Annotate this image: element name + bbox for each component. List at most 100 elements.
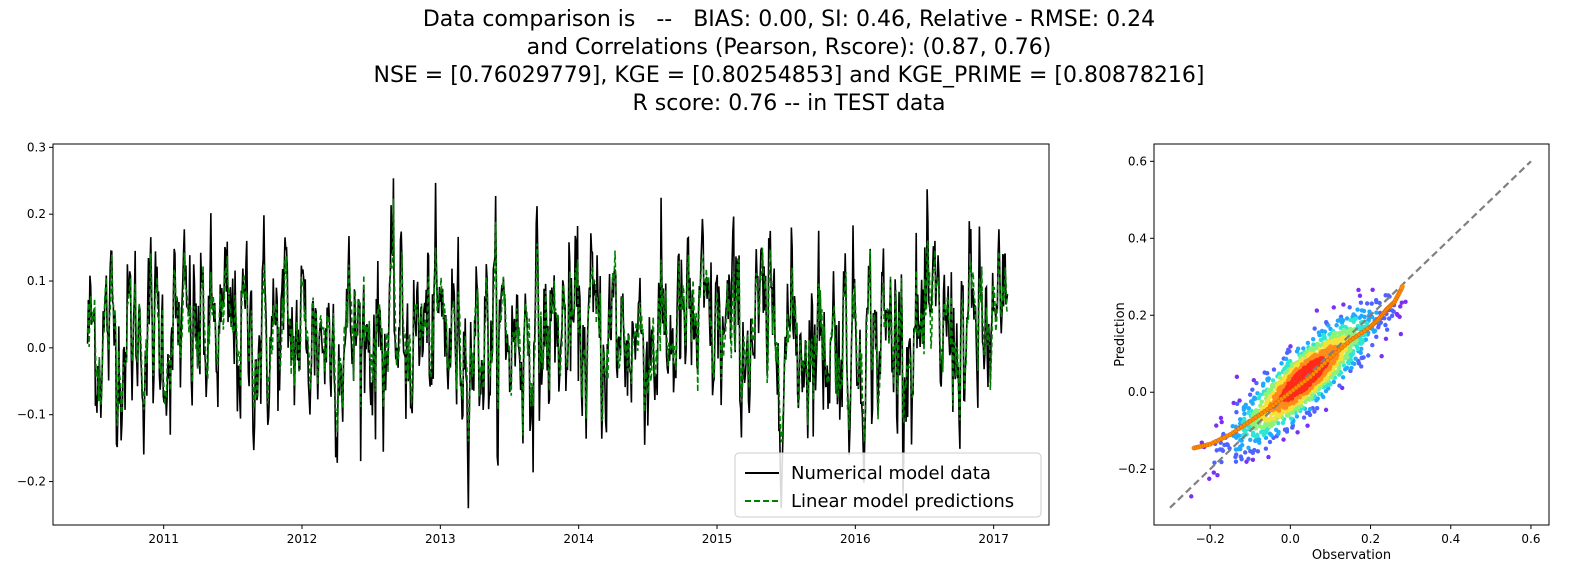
quantile-point bbox=[1322, 360, 1328, 366]
scatter-point bbox=[1305, 423, 1310, 428]
scatter-point bbox=[1305, 340, 1311, 346]
scatter-point bbox=[1337, 383, 1342, 388]
scatter-point bbox=[1265, 378, 1271, 383]
quantile-point bbox=[1319, 363, 1325, 369]
scatter-point bbox=[1250, 430, 1256, 436]
scatter-point bbox=[1254, 432, 1260, 437]
scatter-point bbox=[1347, 305, 1352, 310]
scatter-point bbox=[1239, 438, 1244, 443]
scatter-point bbox=[1236, 433, 1242, 438]
scatter-point bbox=[1212, 460, 1217, 465]
scatter-point bbox=[1271, 411, 1276, 416]
scatter-point bbox=[1282, 427, 1288, 432]
scatter-point bbox=[1374, 310, 1379, 315]
scatter-point bbox=[1357, 293, 1363, 298]
scatter-point bbox=[1207, 476, 1212, 481]
scatter-point bbox=[1272, 416, 1277, 421]
title-line-3: NSE = [0.76029779], KGE = [0.80254853] a… bbox=[373, 63, 1205, 88]
quantile-point bbox=[1310, 371, 1316, 377]
ts-ytick-label: −0.2 bbox=[17, 475, 46, 489]
scatter-point bbox=[1333, 331, 1339, 336]
scatter-point bbox=[1258, 392, 1263, 397]
scatter-point bbox=[1268, 415, 1273, 421]
quantile-point bbox=[1308, 374, 1313, 380]
scatter-point bbox=[1271, 367, 1277, 372]
scatter-point bbox=[1279, 361, 1284, 366]
quantile-point bbox=[1325, 357, 1330, 363]
scatter-point bbox=[1390, 308, 1395, 313]
ts-axes-frame bbox=[52, 143, 1050, 526]
sc-axes-frame bbox=[1153, 143, 1550, 526]
legend-box bbox=[734, 452, 1042, 518]
scatter-point bbox=[1283, 356, 1289, 362]
quantile-point bbox=[1400, 284, 1405, 289]
y-axis-label: Prediction bbox=[1113, 302, 1128, 367]
scatter-point bbox=[1311, 348, 1316, 353]
scatter-point bbox=[1315, 396, 1320, 401]
scatter-point bbox=[1403, 299, 1408, 304]
scatter-point bbox=[1280, 420, 1286, 426]
ts-ytick-label: 0.1 bbox=[27, 274, 46, 288]
ts-ytick-label: 0.2 bbox=[27, 207, 46, 221]
ts-xtick-label: 2014 bbox=[563, 532, 594, 546]
scatter-point bbox=[1294, 414, 1300, 419]
scatter-point bbox=[1374, 334, 1379, 340]
scatter-point bbox=[1355, 307, 1360, 312]
scatter-point bbox=[1220, 448, 1226, 453]
scatter-point bbox=[1250, 387, 1255, 392]
scatter-point bbox=[1227, 446, 1232, 451]
scatter-point bbox=[1349, 365, 1354, 371]
scatter-point bbox=[1370, 342, 1375, 348]
scatter-point bbox=[1238, 454, 1244, 459]
scatter-point bbox=[1356, 287, 1361, 293]
scatter-point bbox=[1214, 448, 1219, 453]
scatter-point bbox=[1237, 398, 1242, 403]
scatter-point bbox=[1246, 456, 1251, 462]
scatter-point bbox=[1312, 409, 1317, 414]
quantile-point bbox=[1313, 368, 1319, 374]
scatter-point bbox=[1314, 405, 1320, 411]
scatter-point bbox=[1267, 431, 1273, 436]
scatter-point bbox=[1335, 318, 1341, 323]
x-axis-label: Observation bbox=[1312, 548, 1391, 563]
scatter-point bbox=[1219, 419, 1224, 425]
scatter-point bbox=[1331, 305, 1336, 310]
legend-label: Numerical model data bbox=[791, 463, 991, 484]
ts-ytick-label: 0.3 bbox=[27, 140, 46, 154]
scatter-point bbox=[1234, 401, 1240, 407]
scatter-point bbox=[1259, 399, 1265, 404]
scatter-point bbox=[1248, 448, 1253, 454]
sc-ytick-label: −0.2 bbox=[1118, 462, 1147, 476]
scatter-point bbox=[1268, 394, 1273, 400]
scatter-point bbox=[1326, 323, 1331, 328]
scatter-point bbox=[1250, 457, 1256, 462]
scatter-point bbox=[1383, 293, 1388, 298]
scatter-point bbox=[1242, 411, 1247, 416]
scatter-point bbox=[1189, 494, 1194, 499]
scatter-point bbox=[1398, 331, 1404, 337]
scatter-point bbox=[1364, 301, 1370, 306]
scatter-point bbox=[1231, 400, 1236, 406]
scatter-point bbox=[1322, 336, 1327, 341]
scatter-point bbox=[1288, 344, 1293, 349]
scatter-point bbox=[1358, 300, 1364, 305]
chart-title: Data comparison is -- BIAS: 0.00, SI: 0.… bbox=[0, 6, 1578, 118]
quantile-point bbox=[1316, 366, 1322, 371]
sc-xtick-label: 0.6 bbox=[1521, 532, 1540, 546]
scatter-panel: −0.2 0.0 0.2 0.4 0.6 −0.2 0.0 0.2 0.4 0.6 Observat… bbox=[1113, 143, 1550, 563]
sc-xtick-label: −0.2 bbox=[1196, 532, 1225, 546]
scatter-point bbox=[1357, 315, 1362, 320]
scatter-point bbox=[1341, 302, 1346, 307]
scatter-point bbox=[1250, 401, 1255, 406]
scatter-point bbox=[1312, 326, 1317, 331]
scatter-point bbox=[1389, 313, 1395, 319]
scatter-point bbox=[1351, 319, 1356, 324]
scatter-point bbox=[1342, 367, 1348, 372]
sc-xtick-label: 0.2 bbox=[1361, 532, 1380, 546]
scatter-point bbox=[1384, 327, 1390, 332]
scatter-point bbox=[1394, 311, 1400, 317]
scatter-point bbox=[1323, 407, 1329, 413]
scatter-point bbox=[1311, 336, 1316, 342]
scatter-point bbox=[1353, 356, 1358, 361]
